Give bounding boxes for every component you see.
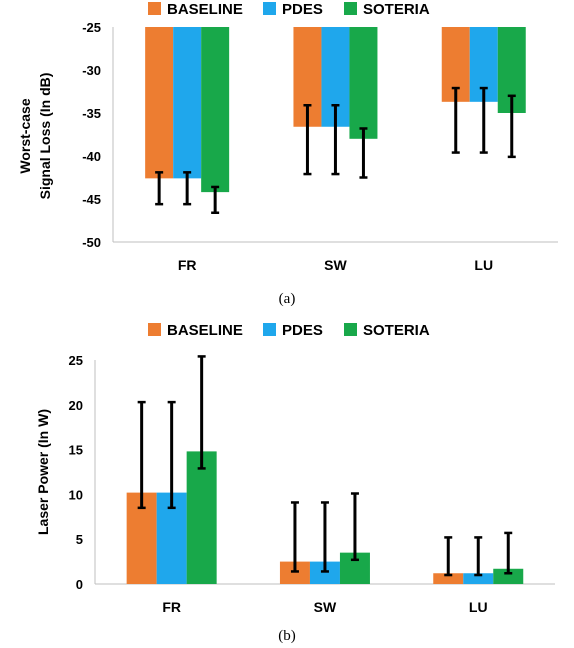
x-tick-label: LU [474,257,493,273]
figure-caption: (b) [278,628,296,644]
x-tick-label: LU [469,599,488,615]
bar-soteria-lu [493,568,524,584]
y-tick-label: -35 [82,106,101,121]
bar-baseline-sw [279,561,310,584]
y-tick-label: -25 [82,20,101,35]
legend-swatch-pdes [263,2,276,15]
y-axis-label: Worst-case [17,98,33,173]
y-axis-label: Signal Loss (In dB) [37,73,53,200]
bar-baseline-lu [433,573,464,584]
y-tick-label: -50 [82,235,101,250]
chart-a: -25 -30 -35 -40 -45 -50 Worst-case Signal Loss … [17,1,558,307]
chart-b: 0 5 10 15 20 25 Laser Power (In W) FR SW LU BASELI… [35,322,555,644]
bar-soteria-fr [201,27,230,193]
x-tick-label: FR [178,257,197,273]
legend-swatch-pdes [263,323,276,336]
legend-label-soteria: SOTERIA [363,1,430,18]
y-tick-label: -40 [82,149,101,164]
x-tick-label: SW [314,599,337,615]
bar-pdes-fr [173,27,202,179]
legend-swatch-soteria [344,2,357,15]
legend-label-pdes: PDES [282,322,323,339]
figure-caption: (a) [279,291,296,307]
x-tick-label: SW [324,257,347,273]
bar-pdes-sw [309,561,340,584]
y-tick-label: 5 [76,532,83,547]
bar-soteria-fr [186,451,217,584]
y-tick-label: -45 [82,192,101,207]
y-axis-label: Laser Power (In W) [35,409,51,535]
x-tick-label: FR [162,599,181,615]
y-tick-label: 20 [69,398,83,413]
legend-swatch-soteria [344,323,357,336]
legend-swatch-baseline [148,323,161,336]
y-tick-label: 0 [76,577,83,592]
legend-label-baseline: BASELINE [167,1,243,18]
y-tick-label: 15 [69,443,83,458]
legend-label-soteria: SOTERIA [363,322,430,339]
bar-soteria-sw [349,27,378,139]
bar-baseline-fr [145,27,174,179]
legend-label-pdes: PDES [282,1,323,18]
legend-label-baseline: BASELINE [167,322,243,339]
y-tick-label: -30 [82,63,101,78]
bar-pdes-lu [463,573,494,584]
y-tick-label: 25 [69,353,83,368]
y-tick-label: 10 [69,487,83,502]
legend-swatch-baseline [148,2,161,15]
